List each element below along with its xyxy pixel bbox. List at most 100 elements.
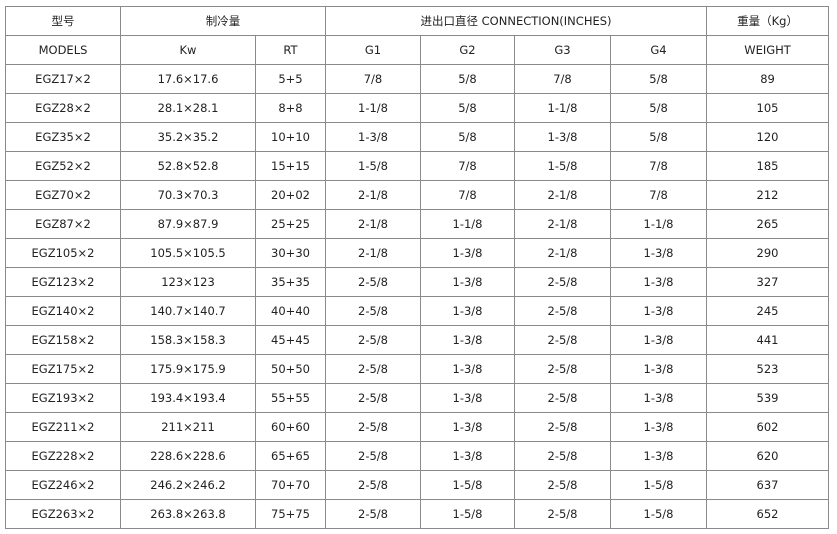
cell-kw: 140.7×140.7	[120, 296, 256, 326]
cell-rt: 15+15	[255, 151, 326, 181]
cell-g3: 2-5/8	[514, 470, 611, 500]
cell-kw: 158.3×158.3	[120, 325, 256, 355]
cell-weight: 265	[706, 209, 830, 239]
cell-kw: 105.5×105.5	[120, 238, 256, 268]
table-row: EGZ246×2 246.2×246.2 70+70 2-5/8 1-5/8 2-5/8 1…	[5, 470, 830, 500]
cell-g1: 2-5/8	[325, 354, 421, 384]
cell-g3: 1-5/8	[514, 151, 611, 181]
cell-weight: 245	[706, 296, 830, 326]
cell-g2: 1-1/8	[420, 209, 515, 239]
cell-g1: 2-5/8	[325, 499, 421, 529]
cell-g2: 7/8	[420, 151, 515, 181]
cell-model: EGZ246×2	[5, 470, 121, 500]
cell-kw: 52.8×52.8	[120, 151, 256, 181]
cell-weight: 327	[706, 267, 830, 297]
cell-g4: 1-3/8	[609, 325, 708, 355]
cell-g1: 2-5/8	[325, 325, 421, 355]
cell-model: EGZ175×2	[5, 354, 121, 384]
cell-kw: 70.3×70.3	[120, 180, 256, 210]
cell-g4: 5/8	[609, 93, 708, 123]
table-row: EGZ228×2 228.6×228.6 65+65 2-5/8 1-3/8 2-5/8 1…	[5, 441, 830, 471]
cell-rt: 8+8	[255, 93, 326, 123]
table-row: EGZ70×2 70.3×70.3 20+02 2-1/8 7/8 2-1/8 7/8 212	[5, 180, 830, 210]
table-row: EGZ52×2 52.8×52.8 15+15 1-5/8 7/8 1-5/8 7/8 185	[5, 151, 830, 181]
header-g2: G2	[420, 35, 515, 65]
cell-rt: 40+40	[255, 296, 326, 326]
cell-g4: 5/8	[609, 122, 708, 152]
header-kw: Kw	[120, 35, 256, 65]
cell-model: EGZ52×2	[5, 151, 121, 181]
header-cooling: 制冷量	[120, 6, 326, 36]
cell-g1: 7/8	[325, 64, 421, 94]
cell-model: EGZ87×2	[5, 209, 121, 239]
cell-g3: 2-1/8	[514, 180, 611, 210]
cell-g4: 1-3/8	[609, 441, 708, 471]
cell-rt: 75+75	[255, 499, 326, 529]
cell-g3: 2-5/8	[514, 499, 611, 529]
cell-rt: 70+70	[255, 470, 326, 500]
cell-g1: 2-1/8	[325, 238, 421, 268]
cell-g1: 2-5/8	[325, 412, 421, 442]
cell-model: EGZ263×2	[5, 499, 121, 529]
cell-g4: 1-3/8	[609, 354, 708, 384]
cell-g2: 1-3/8	[420, 354, 515, 384]
cell-kw: 87.9×87.9	[120, 209, 256, 239]
cell-rt: 50+50	[255, 354, 326, 384]
header-weight-cn: 重量（Kg）	[706, 6, 830, 36]
cell-g3: 2-1/8	[514, 209, 611, 239]
header-model-en: MODELS	[5, 35, 121, 65]
cell-weight: 120	[706, 122, 830, 152]
cell-g4: 1-3/8	[609, 296, 708, 326]
cell-g2: 1-3/8	[420, 441, 515, 471]
cell-weight: 637	[706, 470, 830, 500]
cell-g4: 7/8	[609, 180, 708, 210]
table-row: EGZ193×2 193.4×193.4 55+55 2-5/8 1-3/8 2-5/8 1…	[5, 383, 830, 413]
cell-weight: 539	[706, 383, 830, 413]
cell-g4: 7/8	[609, 151, 708, 181]
table-row: EGZ35×2 35.2×35.2 10+10 1-3/8 5/8 1-3/8 5/8 120	[5, 122, 830, 152]
cell-rt: 65+65	[255, 441, 326, 471]
cell-g4: 1-3/8	[609, 412, 708, 442]
cell-g4: 1-5/8	[609, 499, 708, 529]
cell-g1: 2-1/8	[325, 209, 421, 239]
table-row: EGZ140×2 140.7×140.7 40+40 2-5/8 1-3/8 2-5/8 1…	[5, 296, 830, 326]
cell-g1: 2-5/8	[325, 267, 421, 297]
cell-model: EGZ70×2	[5, 180, 121, 210]
cell-weight: 523	[706, 354, 830, 384]
cell-model: EGZ123×2	[5, 267, 121, 297]
header-model-cn: 型号	[5, 6, 121, 36]
cell-weight: 185	[706, 151, 830, 181]
table-row: EGZ17×2 17.6×17.6 5+5 7/8 5/8 7/8 5/8 89	[5, 64, 830, 94]
cell-kw: 28.1×28.1	[120, 93, 256, 123]
cell-g2: 1-3/8	[420, 267, 515, 297]
cell-model: EGZ17×2	[5, 64, 121, 94]
cell-g2: 1-3/8	[420, 412, 515, 442]
cell-g2: 1-5/8	[420, 499, 515, 529]
header-row-1: 型号 制冷量 进出口直径 CONNECTION(INCHES) 重量（Kg）	[5, 6, 830, 36]
cell-g2: 1-3/8	[420, 325, 515, 355]
cell-weight: 290	[706, 238, 830, 268]
cell-rt: 30+30	[255, 238, 326, 268]
header-g4: G4	[609, 35, 708, 65]
cell-g2: 7/8	[420, 180, 515, 210]
cell-model: EGZ35×2	[5, 122, 121, 152]
table-row: EGZ158×2 158.3×158.3 45+45 2-5/8 1-3/8 2-5/8 1…	[5, 325, 830, 355]
header-connection: 进出口直径 CONNECTION(INCHES)	[324, 6, 708, 36]
cell-g1: 1-1/8	[325, 93, 421, 123]
cell-g3: 2-5/8	[514, 267, 611, 297]
cell-rt: 10+10	[255, 122, 326, 152]
cell-g3: 2-5/8	[514, 412, 611, 442]
cell-g2: 5/8	[420, 64, 515, 94]
cell-g2: 1-5/8	[420, 470, 515, 500]
table-row: EGZ28×2 28.1×28.1 8+8 1-1/8 5/8 1-1/8 5/8 105	[5, 93, 830, 123]
cell-model: EGZ158×2	[5, 325, 121, 355]
table-row: EGZ175×2 175.9×175.9 50+50 2-5/8 1-3/8 2-5/8 1…	[5, 354, 830, 384]
cell-weight: 602	[706, 412, 830, 442]
cell-weight: 620	[706, 441, 830, 471]
cell-g3: 2-1/8	[514, 238, 611, 268]
spec-table: 型号 制冷量 进出口直径 CONNECTION(INCHES) 重量（Kg） M…	[5, 6, 830, 529]
cell-g1: 2-1/8	[325, 180, 421, 210]
cell-kw: 175.9×175.9	[120, 354, 256, 384]
cell-g2: 1-3/8	[420, 238, 515, 268]
cell-g3: 2-5/8	[514, 441, 611, 471]
